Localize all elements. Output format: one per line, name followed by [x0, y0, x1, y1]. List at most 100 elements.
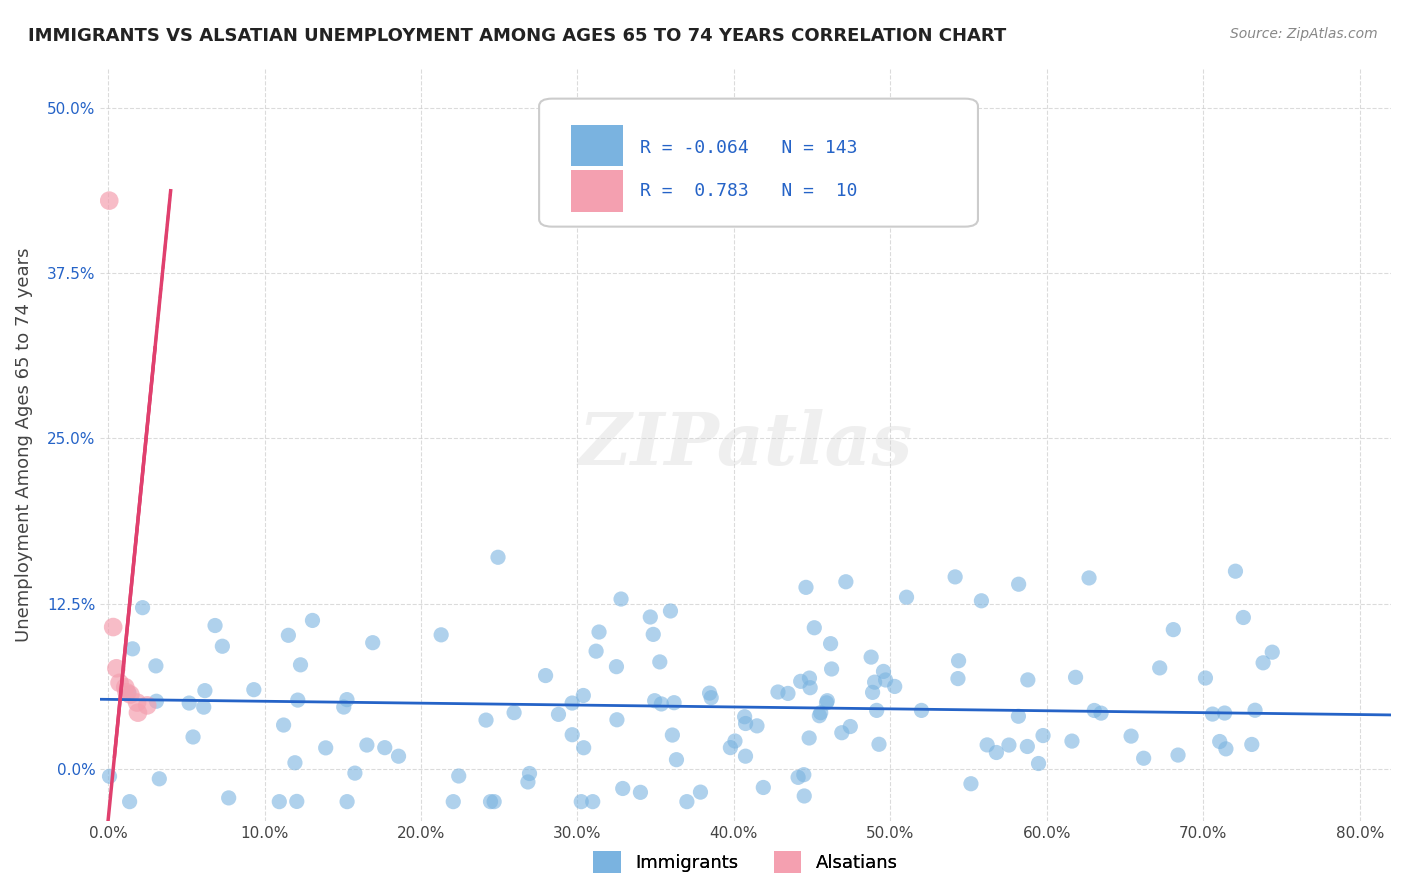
- Point: [610, 592, 633, 607]
- Point: [986, 746, 1008, 760]
- Point: [644, 694, 666, 708]
- Point: [752, 780, 775, 795]
- Point: [1201, 707, 1223, 722]
- Point: [1240, 738, 1263, 752]
- Point: [585, 644, 607, 658]
- Point: [794, 580, 817, 594]
- Point: [1167, 747, 1189, 762]
- Point: [1208, 734, 1230, 748]
- Point: [1251, 656, 1274, 670]
- Point: [676, 795, 699, 809]
- Point: [441, 795, 464, 809]
- Point: [588, 625, 610, 640]
- Y-axis label: Unemployment Among Ages 65 to 74 years: Unemployment Among Ages 65 to 74 years: [15, 248, 32, 642]
- Point: [108, 675, 131, 690]
- Point: [120, 688, 142, 702]
- Point: [808, 708, 831, 723]
- Point: [1119, 729, 1142, 743]
- Point: [1064, 670, 1087, 684]
- FancyBboxPatch shape: [538, 99, 979, 227]
- Point: [960, 777, 983, 791]
- Point: [145, 659, 167, 673]
- Point: [734, 716, 756, 731]
- Point: [361, 636, 384, 650]
- Point: [193, 700, 215, 714]
- Point: [734, 749, 756, 764]
- Point: [572, 740, 595, 755]
- Point: [561, 728, 583, 742]
- Point: [896, 591, 918, 605]
- Point: [665, 753, 688, 767]
- Point: [820, 637, 842, 651]
- Point: [659, 604, 682, 618]
- Point: [148, 772, 170, 786]
- Point: [700, 690, 723, 705]
- Point: [547, 707, 569, 722]
- Point: [883, 680, 905, 694]
- Point: [689, 785, 711, 799]
- Point: [572, 689, 595, 703]
- Point: [640, 610, 662, 624]
- Point: [810, 706, 832, 720]
- Point: [766, 685, 789, 699]
- Point: [1215, 742, 1237, 756]
- Point: [479, 795, 502, 809]
- Point: [273, 718, 295, 732]
- Point: [1007, 709, 1029, 723]
- Text: R = -0.064   N = 143: R = -0.064 N = 143: [640, 138, 858, 157]
- Point: [121, 641, 143, 656]
- Point: [534, 668, 557, 682]
- Point: [1083, 703, 1105, 717]
- Point: [1232, 610, 1254, 624]
- Point: [569, 795, 592, 809]
- Point: [793, 767, 815, 781]
- Point: [136, 698, 159, 713]
- Point: [948, 654, 970, 668]
- Point: [290, 657, 312, 672]
- Point: [872, 665, 894, 679]
- Point: [866, 703, 889, 717]
- Point: [336, 692, 359, 706]
- Point: [486, 550, 509, 565]
- Point: [98, 769, 121, 783]
- Point: [301, 614, 323, 628]
- Point: [650, 697, 672, 711]
- Text: R =  0.783   N =  10: R = 0.783 N = 10: [640, 182, 858, 200]
- Point: [661, 728, 683, 742]
- Point: [789, 674, 811, 689]
- Point: [1078, 571, 1101, 585]
- Point: [910, 703, 932, 717]
- Point: [835, 574, 858, 589]
- Point: [269, 795, 291, 809]
- Point: [793, 789, 815, 803]
- Point: [332, 700, 354, 714]
- Point: [863, 675, 886, 690]
- Point: [145, 694, 167, 708]
- FancyBboxPatch shape: [571, 125, 623, 167]
- Point: [482, 795, 505, 809]
- Point: [1017, 739, 1039, 754]
- Point: [285, 794, 308, 808]
- Point: [284, 756, 307, 770]
- Text: ZIPatlas: ZIPatlas: [578, 409, 912, 481]
- Point: [204, 618, 226, 632]
- Point: [724, 734, 747, 748]
- Point: [662, 696, 685, 710]
- Point: [998, 738, 1021, 752]
- Point: [105, 661, 128, 675]
- Point: [336, 795, 359, 809]
- Point: [946, 672, 969, 686]
- Point: [103, 620, 125, 634]
- Point: [1132, 751, 1154, 765]
- Point: [1007, 577, 1029, 591]
- Point: [519, 766, 541, 780]
- Point: [1225, 564, 1247, 578]
- Point: [447, 769, 470, 783]
- Point: [582, 795, 605, 809]
- Point: [115, 685, 138, 699]
- Point: [862, 685, 884, 699]
- Point: [1244, 703, 1267, 717]
- Point: [776, 686, 799, 700]
- Point: [868, 737, 890, 751]
- Point: [118, 686, 141, 700]
